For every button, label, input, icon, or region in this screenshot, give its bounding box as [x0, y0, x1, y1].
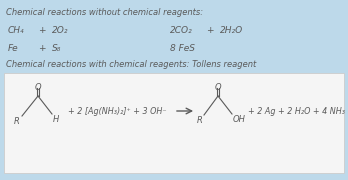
Text: + 2 [Ag(NH₃)₂]⁺ + 3 OH⁻: + 2 [Ag(NH₃)₂]⁺ + 3 OH⁻	[68, 107, 167, 116]
Text: O: O	[215, 83, 221, 92]
FancyBboxPatch shape	[4, 73, 344, 173]
Text: Fe: Fe	[8, 44, 19, 53]
Text: H: H	[53, 115, 59, 124]
Text: 2H₂O: 2H₂O	[220, 26, 243, 35]
Text: +: +	[38, 44, 46, 53]
Text: OH: OH	[233, 115, 246, 124]
Text: 8 FeS: 8 FeS	[170, 44, 195, 53]
Text: Chemical reactions with chemical reagents: Tollens reagent: Chemical reactions with chemical reagent…	[6, 60, 256, 69]
Text: + 2 Ag + 2 H₂O + 4 NH₃: + 2 Ag + 2 H₂O + 4 NH₃	[248, 107, 345, 116]
Text: 2O₂: 2O₂	[52, 26, 69, 35]
Text: R: R	[14, 117, 20, 126]
Text: O: O	[35, 83, 41, 92]
Text: Chemical reactions without chemical reagents:: Chemical reactions without chemical reag…	[6, 8, 203, 17]
Text: CH₄: CH₄	[8, 26, 25, 35]
Text: R: R	[197, 116, 203, 125]
Text: +: +	[206, 26, 214, 35]
Text: 2CO₂: 2CO₂	[170, 26, 193, 35]
Text: +: +	[38, 26, 46, 35]
Text: S₈: S₈	[52, 44, 61, 53]
